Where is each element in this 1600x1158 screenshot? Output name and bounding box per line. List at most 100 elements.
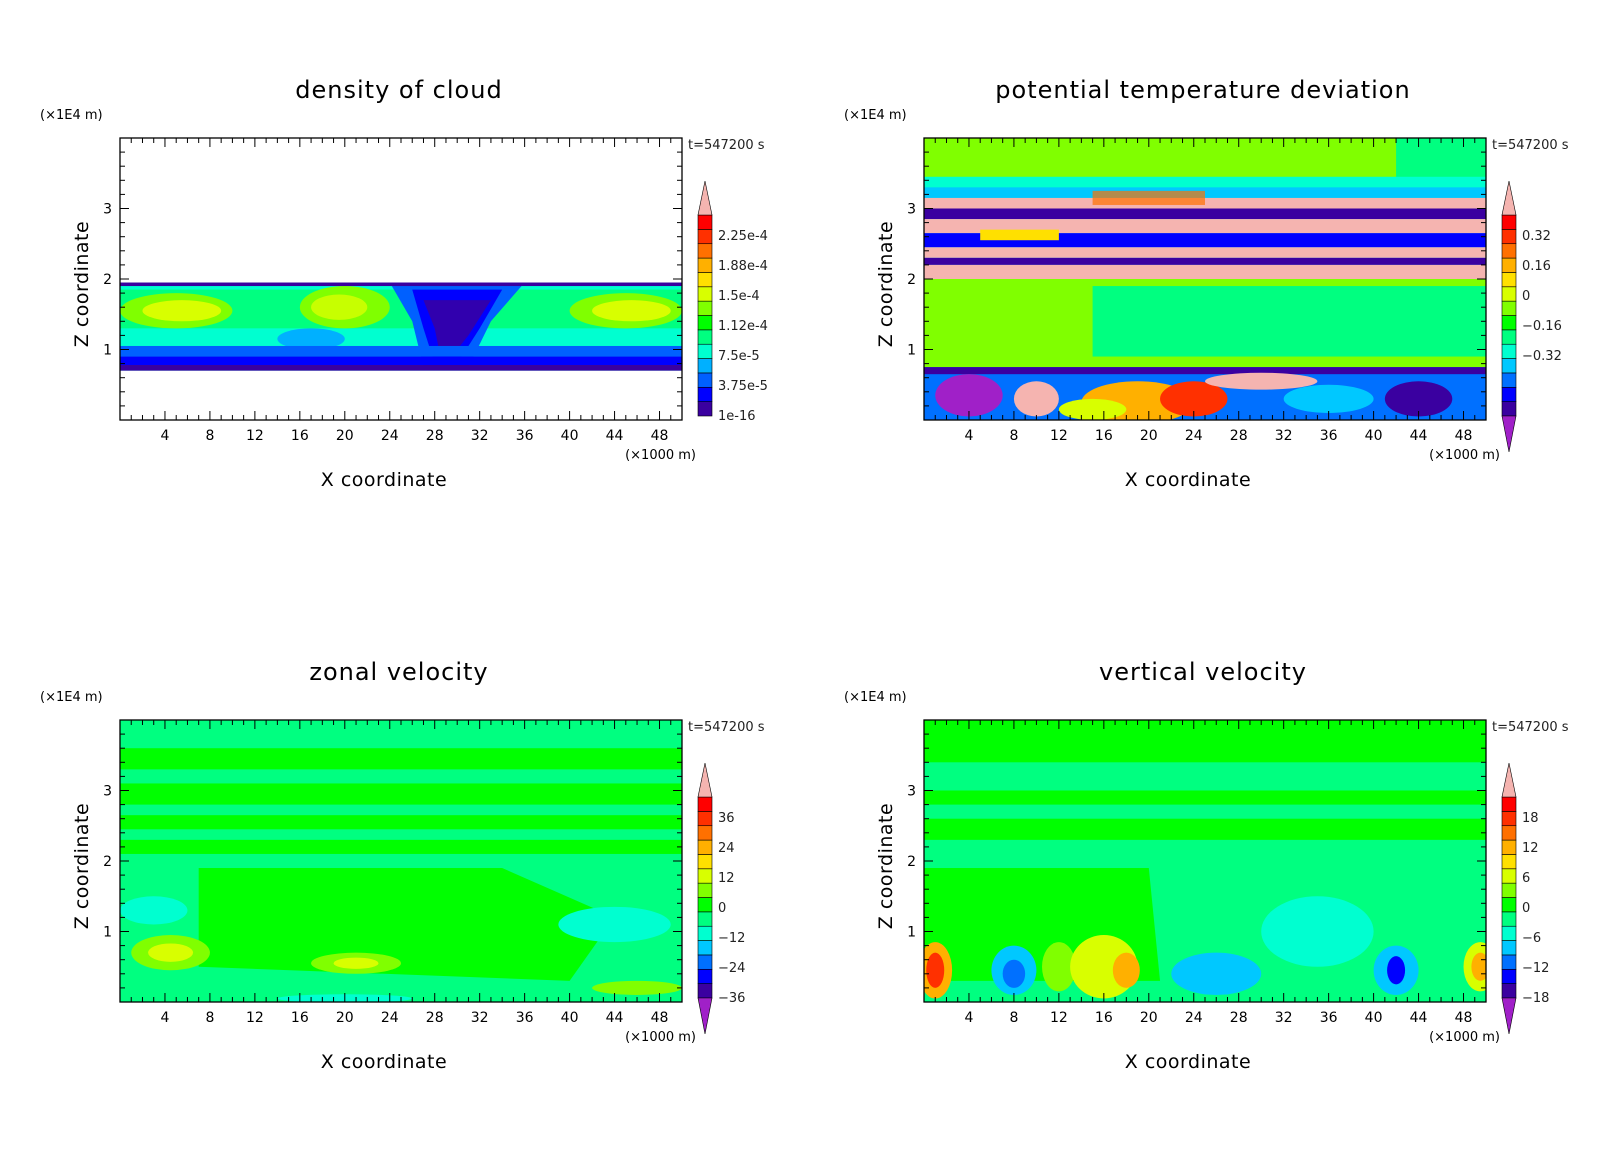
colorbar-bottom-arrow <box>1501 415 1517 453</box>
contour-blob <box>311 294 368 320</box>
colorbar-cell <box>1501 358 1517 374</box>
y-tick-label: 2 <box>907 854 916 870</box>
y-axis-label: Z coordinate <box>71 221 93 347</box>
chart-panel: density of cloud(×1E4 m)t=547200 s4 8 12 16… <box>40 76 768 491</box>
colorbar-label: 7.5e-5 <box>718 349 760 364</box>
time-label: t=547200 s <box>1492 720 1569 735</box>
x-tick-label: 24 <box>1185 1010 1203 1026</box>
contour-blob <box>1283 384 1374 413</box>
x-tick-label: 8 <box>1009 1010 1018 1026</box>
x-tick-label: 16 <box>291 428 309 444</box>
time-label: t=547200 s <box>688 720 765 735</box>
colorbar-cell <box>697 386 713 402</box>
contour-blob <box>926 952 945 988</box>
colorbar-label: 1e-16 <box>718 409 756 424</box>
colorbar-cell <box>697 315 713 331</box>
colorbar-cell <box>697 925 713 941</box>
contour-blob <box>558 906 671 943</box>
colorbar-label: 2.25e-4 <box>718 229 768 244</box>
colorbar-cell <box>1501 911 1517 927</box>
colorbar-cell <box>1501 868 1517 884</box>
chart-panel: zonal velocity(×1E4 m)t=547200 s4 8 12 16 20… <box>40 658 765 1073</box>
colorbar-cell <box>1501 243 1517 259</box>
y-tick-label: 1 <box>907 343 916 359</box>
x-axis-unit: (×1000 m) <box>625 1030 696 1045</box>
x-tick-label: 40 <box>561 428 579 444</box>
contour-blob <box>1112 952 1140 988</box>
colorbar-cell <box>1501 343 1517 359</box>
contour-band <box>120 815 682 830</box>
colorbar-cell <box>1501 796 1517 812</box>
x-tick-label: 48 <box>651 1010 669 1026</box>
colorbar-label: −12 <box>1522 961 1549 976</box>
colorbar-cell <box>697 954 713 970</box>
x-tick-label: 24 <box>1185 428 1203 444</box>
contour-blob <box>592 300 671 322</box>
colorbar-cell <box>697 911 713 927</box>
y-axis-unit: (×1E4 m) <box>40 108 103 123</box>
colorbar-cell <box>697 214 713 230</box>
colorbar-bottom-arrow <box>697 997 713 1035</box>
colorbar-label: 0 <box>718 901 726 916</box>
x-tick-label: 32 <box>1275 1010 1293 1026</box>
colorbar-cell <box>697 825 713 841</box>
colorbar-cell <box>1501 983 1517 999</box>
colorbar-label: 6 <box>1522 871 1530 886</box>
colorbar-cell <box>697 257 713 273</box>
contour-region <box>198 868 615 981</box>
colorbar-cell <box>1501 286 1517 302</box>
colorbar-cell <box>697 243 713 259</box>
contour-blob <box>1387 956 1406 985</box>
colorbar-cell <box>697 882 713 898</box>
y-tick-label: 2 <box>907 272 916 288</box>
contour-band <box>924 720 1486 763</box>
colorbar-cell <box>1501 272 1517 288</box>
colorbar-cell <box>1501 329 1517 345</box>
contour-blob <box>142 300 222 322</box>
x-tick-label: 36 <box>516 1010 534 1026</box>
x-tick-label: 24 <box>381 1010 399 1026</box>
colorbar-top-arrow <box>697 762 713 798</box>
contour-band <box>120 783 682 805</box>
colorbar-cell <box>697 854 713 870</box>
colorbar-label: 0 <box>1522 289 1530 304</box>
contour-band <box>924 790 1486 805</box>
colorbar-label: −12 <box>718 931 745 946</box>
colorbar-cell <box>1501 372 1517 388</box>
contour-band <box>924 264 1486 279</box>
x-tick-label: 44 <box>1410 1010 1428 1026</box>
contour-region <box>423 300 491 357</box>
contour-blob <box>1013 381 1059 417</box>
x-tick-label: 20 <box>1140 428 1158 444</box>
colorbar-label: 0 <box>1522 901 1530 916</box>
colorbar-cell <box>697 358 713 374</box>
colorbar-cell <box>1501 882 1517 898</box>
colorbar-label: −24 <box>718 961 745 976</box>
x-tick-label: 16 <box>1095 1010 1113 1026</box>
colorbar-label: −0.32 <box>1522 349 1562 364</box>
x-tick-label: 28 <box>1230 1010 1248 1026</box>
x-tick-label: 28 <box>426 1010 444 1026</box>
colorbar-cell <box>697 968 713 984</box>
x-tick-label: 40 <box>1365 1010 1383 1026</box>
contour-blob <box>333 957 379 969</box>
colorbar-cell <box>697 897 713 913</box>
colorbar-cell <box>697 940 713 956</box>
colorbar-cell <box>1501 214 1517 230</box>
colorbar-cell <box>1501 954 1517 970</box>
x-tick-label: 20 <box>1140 1010 1158 1026</box>
x-tick-label: 28 <box>426 428 444 444</box>
x-axis-unit: (×1000 m) <box>1429 448 1500 463</box>
contour-blob <box>277 328 345 350</box>
y-axis-unit: (×1E4 m) <box>844 108 907 123</box>
colorbar: 0.32 0.16 0 −0.16 −0.32 <box>1501 180 1562 453</box>
contour-blob <box>120 896 188 925</box>
colorbar-cell <box>1501 825 1517 841</box>
colorbar-top-arrow <box>1501 180 1517 216</box>
contour-blob <box>1171 952 1262 995</box>
heatmap-field <box>924 720 1486 1002</box>
y-tick-label: 1 <box>103 925 112 941</box>
x-tick-label: 12 <box>246 428 264 444</box>
x-tick-label: 48 <box>1455 1010 1473 1026</box>
colorbar-label: 1.5e-4 <box>718 289 760 304</box>
